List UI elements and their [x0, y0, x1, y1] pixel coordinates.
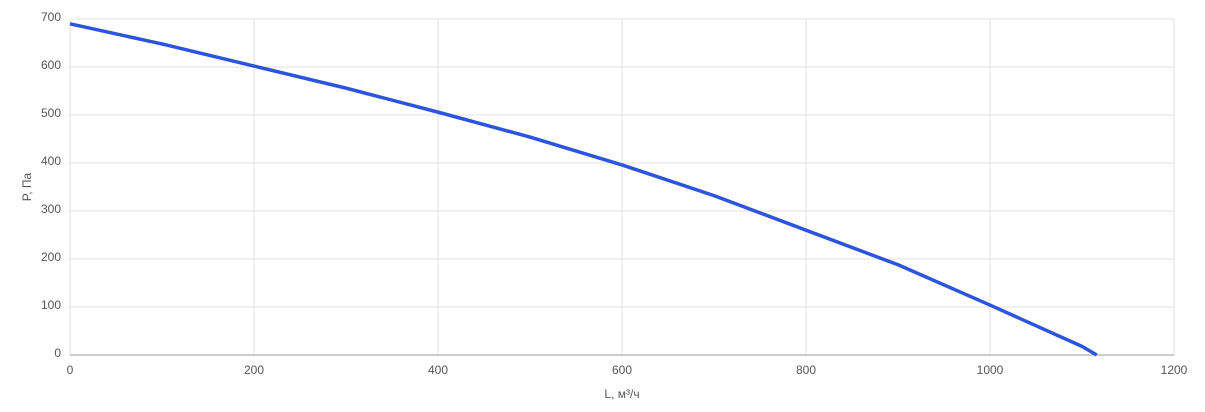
x-tick-label: 1000: [977, 363, 1004, 377]
x-tick-label: 1200: [1161, 363, 1188, 377]
y-tick-label: 300: [41, 202, 61, 216]
y-axis-title: P, Па: [20, 172, 34, 201]
y-tick-label: 600: [41, 58, 61, 72]
y-tick-label: 100: [41, 298, 61, 312]
y-tick-label: 0: [54, 346, 61, 360]
y-tick-label: 700: [41, 10, 61, 24]
y-tick-label: 500: [41, 106, 61, 120]
x-tick-label: 600: [612, 363, 632, 377]
x-tick-label: 400: [428, 363, 448, 377]
x-tick-label: 800: [796, 363, 816, 377]
y-tick-label: 200: [41, 250, 61, 264]
line: [69, 22, 1098, 357]
x-tick-label: 200: [244, 363, 264, 377]
x-tick-label: 0: [67, 363, 74, 377]
x-axis-title: L, м³/ч: [604, 387, 639, 401]
y-tick-label: 400: [41, 154, 61, 168]
